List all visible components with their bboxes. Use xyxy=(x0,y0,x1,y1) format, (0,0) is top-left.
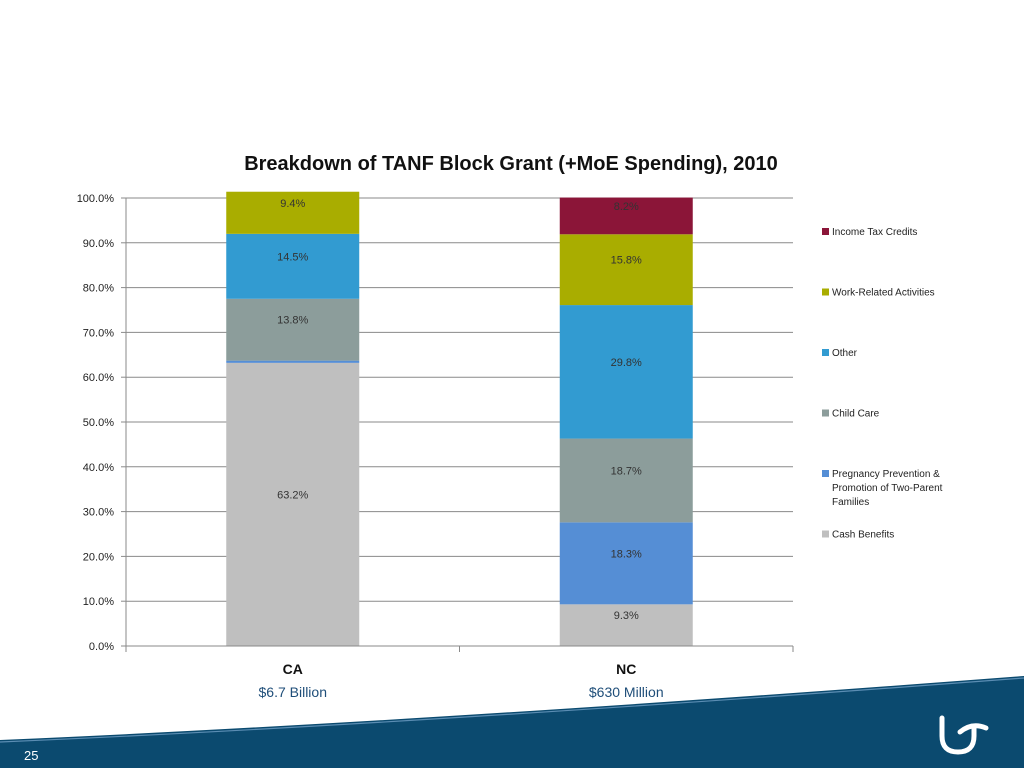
data-label: 18.7% xyxy=(611,465,642,477)
x-category-label: NC xyxy=(616,661,636,677)
y-tick-label: 10.0% xyxy=(83,596,114,608)
legend-label: Families xyxy=(832,497,869,508)
data-label: 15.8% xyxy=(611,255,642,267)
legend-label: Child Care xyxy=(832,409,880,420)
legend-label: Income Tax Credits xyxy=(832,227,917,238)
data-label: 14.5% xyxy=(277,251,308,263)
bar-segment xyxy=(226,360,360,363)
y-tick-label: 80.0% xyxy=(83,283,114,295)
bar-segment xyxy=(559,438,693,523)
legend-swatch xyxy=(822,349,829,356)
organization-logo-icon xyxy=(939,715,989,755)
chart-data-labels: 63.2% 13.8% 14.5% 9.4% 9.3% 18.3% 18.7% 29.8% 15… xyxy=(277,198,642,622)
y-tick-label: 90.0% xyxy=(83,238,114,250)
legend-swatch xyxy=(822,288,829,296)
page-number: 25 xyxy=(24,748,38,763)
y-tick-label: 100.0% xyxy=(77,193,115,205)
y-tick-label: 20.0% xyxy=(83,551,114,563)
bar-segment xyxy=(559,522,693,605)
data-label: 13.8% xyxy=(277,315,308,327)
legend-swatch xyxy=(822,470,829,477)
chart-axes xyxy=(125,198,794,652)
y-tick-label: 30.0% xyxy=(83,507,114,519)
y-tick-label: 70.0% xyxy=(83,327,114,339)
bar-segment xyxy=(559,197,693,235)
legend-label: Pregnancy Prevention & xyxy=(832,469,940,480)
bar-segment xyxy=(226,233,360,299)
legend-label: Promotion of Two-Parent xyxy=(832,483,943,494)
chart-bars xyxy=(226,191,693,646)
data-label: 18.3% xyxy=(611,548,642,560)
bar-segment xyxy=(559,234,693,306)
y-tick-label: 40.0% xyxy=(83,462,114,474)
legend-swatch xyxy=(822,228,829,235)
y-tick-label: 0.0% xyxy=(89,641,114,653)
bar-segment xyxy=(226,362,360,646)
data-label: 63.2% xyxy=(277,489,308,501)
footer-band-highlight xyxy=(0,677,1024,743)
legend-swatch xyxy=(822,409,829,417)
data-label: 9.3% xyxy=(614,610,639,622)
chart-legend: Income Tax Credits Work-Related Activitie… xyxy=(822,227,943,541)
legend-label: Work-Related Activities xyxy=(832,288,935,299)
legend-swatch xyxy=(822,530,829,538)
data-label: 8.2% xyxy=(614,201,639,213)
y-tick-label: 50.0% xyxy=(83,417,114,429)
footer-band xyxy=(0,676,1024,768)
y-axis-ticks: 0.0% 10.0% 20.0% 30.0% 40.0% 50.0% 60.0% 70.0% 8… xyxy=(77,193,126,653)
chart-title: Breakdown of TANF Block Grant (+MoE Spen… xyxy=(244,153,778,175)
x-category-label: CA xyxy=(283,661,303,677)
legend-label: Other xyxy=(832,348,858,359)
bar-segment xyxy=(559,604,693,646)
data-label: 29.8% xyxy=(611,357,642,369)
x-category-subtitle: $6.7 Billion xyxy=(259,684,328,700)
bar-segment xyxy=(226,191,360,234)
data-label: 9.4% xyxy=(280,198,305,210)
legend-label: Cash Benefits xyxy=(832,530,894,541)
chart-gridlines xyxy=(126,197,793,602)
bar-segment xyxy=(559,305,693,439)
y-tick-label: 60.0% xyxy=(83,372,114,384)
bar-segment xyxy=(226,298,360,361)
x-axis-categories: CA $6.7 Billion NC $630 Million xyxy=(259,661,664,700)
x-category-subtitle: $630 Million xyxy=(589,684,664,700)
